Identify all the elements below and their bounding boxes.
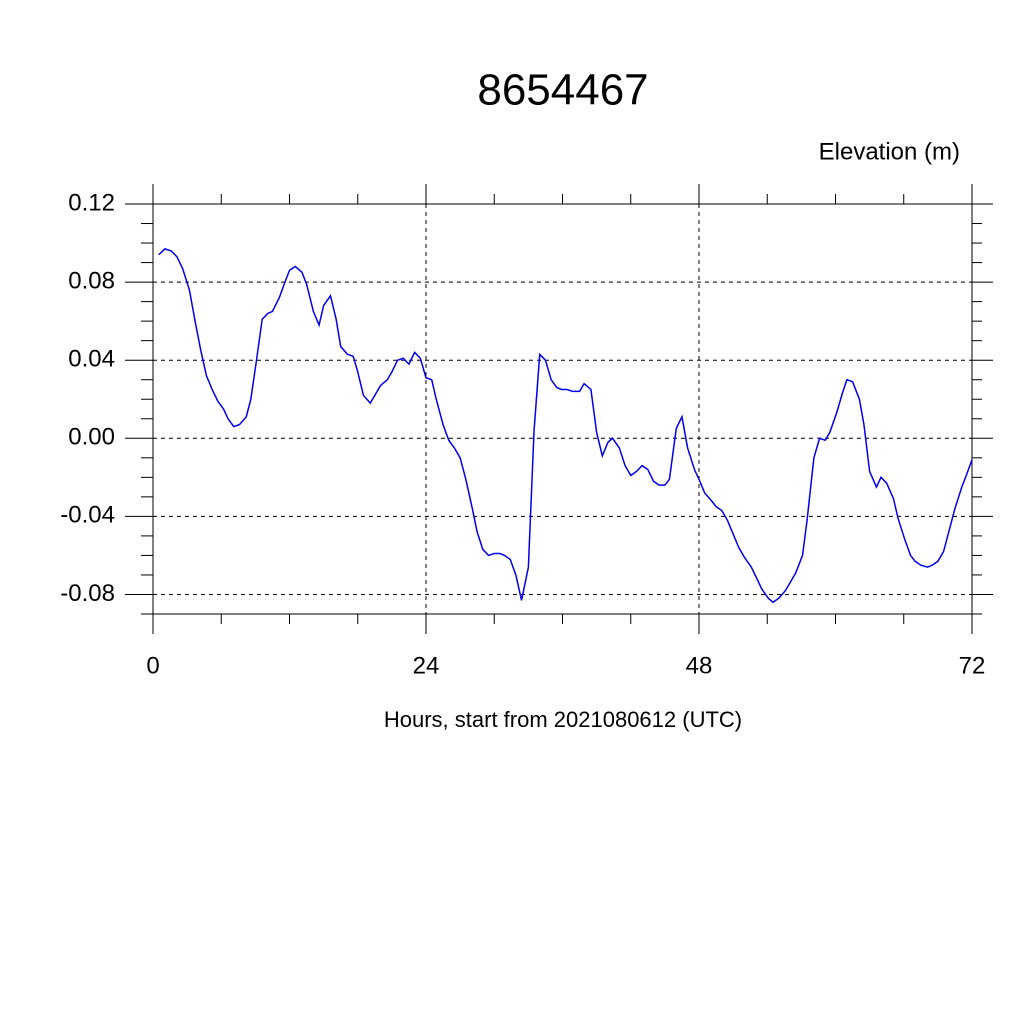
x-tick-label: 0 — [146, 652, 159, 679]
x-tick-label: 72 — [959, 652, 986, 679]
y-tick-label: -0.08 — [60, 580, 115, 607]
x-tick-label: 24 — [413, 652, 440, 679]
y-axis-label: Elevation (m) — [819, 138, 960, 165]
y-tick-label: -0.04 — [60, 502, 115, 529]
y-tick-label: 0.04 — [68, 346, 115, 373]
y-tick-label: 0.12 — [68, 189, 115, 216]
y-tick-label: 0.08 — [68, 267, 115, 294]
chart-title: 8654467 — [477, 66, 648, 115]
y-tick-label: 0.00 — [68, 424, 115, 451]
x-axis-label: Hours, start from 2021080612 (UTC) — [384, 707, 742, 732]
x-tick-label: 48 — [686, 652, 713, 679]
plot-frame — [152, 203, 973, 615]
data-line — [158, 248, 973, 604]
